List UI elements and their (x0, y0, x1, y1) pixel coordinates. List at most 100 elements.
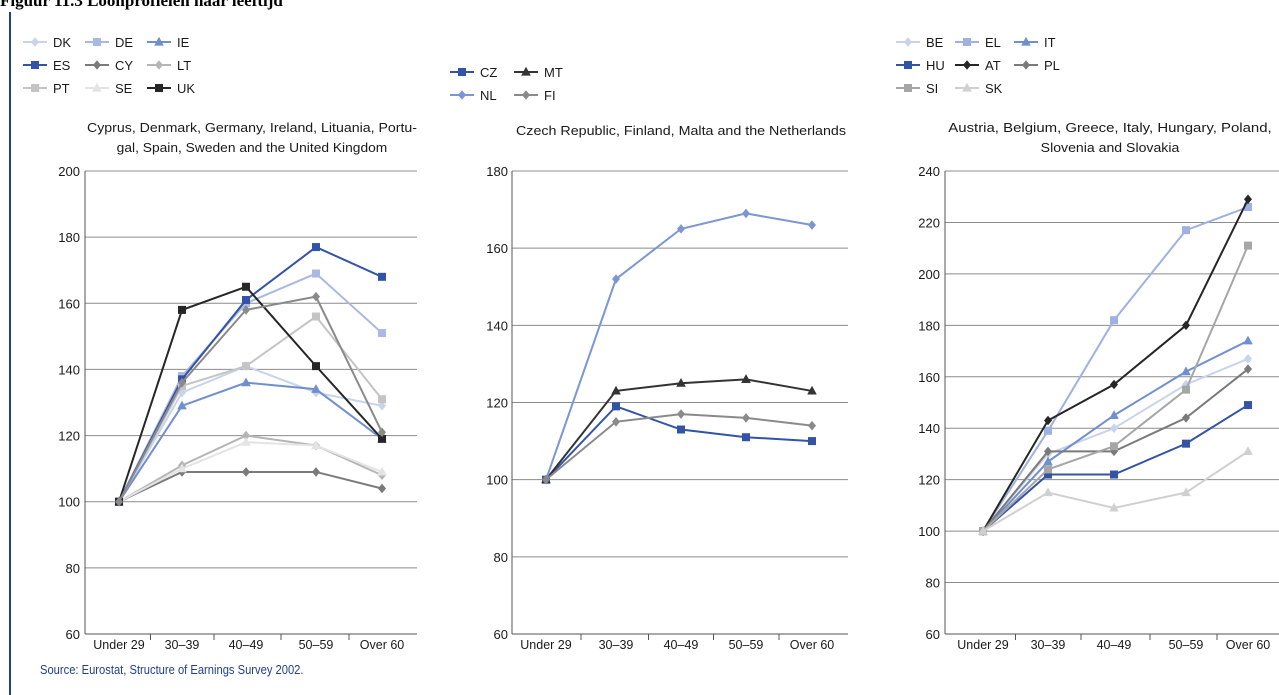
chart-1: Cyprus, Denmark, Germany, Ireland, Litua… (23, 35, 417, 652)
data-point (978, 525, 988, 535)
x-tick-label: Under 29 (957, 638, 1008, 652)
legend-label: CZ (480, 65, 497, 80)
series-cy (115, 467, 386, 507)
data-point (1244, 241, 1252, 250)
y-tick-label: 60 (926, 627, 940, 642)
y-tick-label: 240 (918, 164, 940, 179)
legend-label: FI (544, 88, 556, 103)
y-tick-label: 140 (918, 421, 940, 436)
series-line (118, 285, 383, 503)
legend-item-se: SE (85, 81, 133, 96)
x-tick-label: 40–49 (229, 638, 264, 652)
legend-label: DK (53, 35, 71, 50)
legend-label: BE (926, 35, 944, 50)
data-point (1043, 487, 1053, 497)
data-point (1244, 194, 1252, 205)
y-tick-label: 140 (58, 362, 80, 377)
legend-item-lt: LT (147, 58, 191, 73)
legend-marker (904, 37, 912, 47)
data-point (378, 427, 386, 438)
x-tick-label: Over 60 (360, 638, 405, 652)
data-point (808, 420, 816, 431)
data-point (612, 274, 620, 284)
data-point (242, 295, 250, 304)
data-point (1109, 502, 1119, 512)
legend-label: UK (177, 81, 195, 96)
legend-marker (962, 82, 972, 92)
data-point (741, 374, 751, 383)
source-note: Source: Eurostat, Structure of Earnings … (40, 662, 304, 677)
data-point (742, 208, 750, 219)
series-line (118, 470, 383, 503)
series-line (545, 413, 813, 481)
data-point (676, 378, 686, 387)
legend-item-hu: HU (896, 58, 945, 73)
legend-label: PT (53, 81, 70, 96)
data-point (1109, 410, 1119, 419)
data-point (1243, 335, 1253, 345)
data-point (1110, 470, 1118, 479)
legend-marker (92, 82, 102, 92)
data-point (1110, 379, 1118, 390)
data-point (742, 413, 750, 423)
legend-item-at: AT (955, 58, 1001, 73)
legend-label: SI (926, 81, 938, 96)
legend-marker (155, 84, 163, 92)
chart-title-line: gal, Spain, Sweden and the United Kingdo… (117, 141, 388, 155)
y-tick-label: 160 (918, 370, 940, 385)
legend-item-nl: NL (450, 88, 497, 103)
data-point (1182, 385, 1190, 394)
legend-marker (1022, 60, 1030, 70)
chart-2: Czech Republic, Finland, Malta and the N… (450, 65, 848, 652)
data-point (177, 400, 187, 410)
series-line (982, 339, 1249, 532)
data-point (677, 224, 685, 234)
data-point (1110, 442, 1118, 451)
legend-item-it: IT (1014, 35, 1056, 50)
legend-marker (93, 60, 101, 70)
legend-item-uk: UK (147, 81, 195, 96)
data-point (1243, 446, 1253, 455)
legend-item-mt: MT (514, 65, 563, 80)
legend-marker (93, 38, 101, 46)
y-tick-label: 180 (486, 164, 508, 179)
x-tick-label: 30–39 (599, 638, 634, 652)
y-tick-label: 140 (486, 318, 508, 333)
data-point (1244, 364, 1252, 374)
series-it (978, 335, 1253, 535)
x-tick-label: 50–59 (299, 638, 334, 652)
data-point (1244, 353, 1252, 364)
legend-item-sk: SK (955, 81, 1003, 96)
legend-label: PL (1044, 58, 1060, 73)
legend-marker (1021, 36, 1031, 46)
data-point (1110, 423, 1118, 434)
data-point (312, 312, 320, 321)
chart-title-line: Austria, Belgium, Greece, Italy, Hungary… (948, 121, 1271, 135)
y-tick-label: 120 (918, 473, 940, 488)
legend-label: CY (115, 58, 133, 73)
legend-item-el: EL (955, 35, 1001, 50)
legend-marker (155, 60, 163, 70)
data-point (742, 433, 750, 442)
legend-marker (522, 90, 530, 100)
y-tick-label: 80 (494, 550, 508, 565)
legend-marker (458, 90, 466, 100)
x-tick-label: 40–49 (1097, 638, 1132, 652)
data-point (1244, 401, 1252, 410)
left-rule (9, 12, 11, 695)
data-point (312, 269, 320, 278)
legend-label: EL (985, 35, 1001, 50)
data-point (312, 362, 320, 371)
data-point (378, 329, 386, 338)
data-point (612, 416, 620, 427)
legend-marker (154, 36, 164, 46)
figure-title: Figuur 11.3 Loonprofielen naar leeftijd (0, 0, 283, 10)
data-point (1182, 226, 1190, 235)
legend-label: IT (1044, 35, 1056, 50)
series-line (118, 272, 383, 503)
legend-marker (963, 38, 971, 46)
legend-item-si: SI (896, 81, 938, 96)
data-point (1182, 320, 1190, 331)
y-tick-label: 200 (918, 267, 940, 282)
